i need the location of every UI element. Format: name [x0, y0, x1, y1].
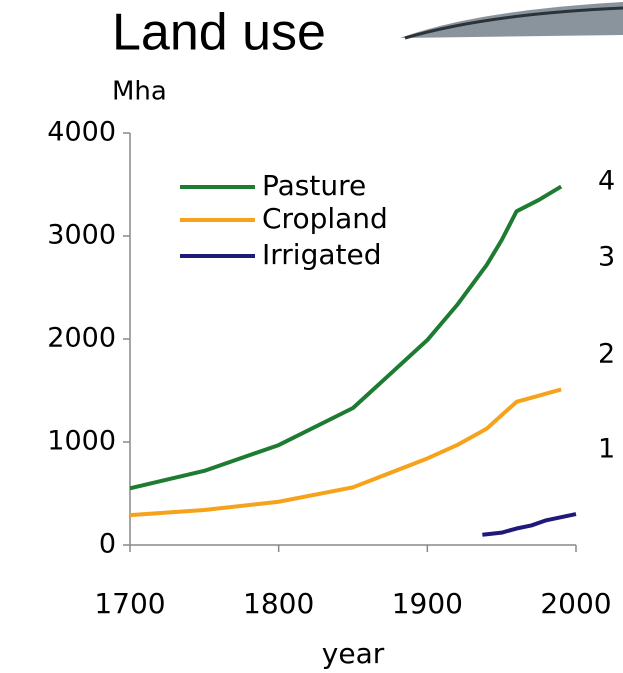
- y-tick-label: 1000: [47, 426, 116, 457]
- cropped-tick-label: 4: [598, 166, 615, 197]
- y-tick-label: 3000: [47, 220, 116, 251]
- y-tick-label: 0: [99, 529, 116, 560]
- line-series: [129, 387, 562, 518]
- cropped-photo: [400, 2, 623, 38]
- cropped-tick-label: 2: [598, 339, 615, 370]
- cropped-photo-edge: [404, 6, 623, 40]
- legend-label: Pasture: [262, 169, 366, 202]
- legend-label: Cropland: [262, 202, 388, 235]
- y-tick-label: 4000: [47, 117, 116, 148]
- x-tick-label: 1800: [243, 587, 314, 620]
- chart-title: Land use: [112, 4, 326, 62]
- y-tick-label: 2000: [47, 323, 116, 354]
- line-series: [482, 512, 577, 537]
- x-axis-label: year: [322, 637, 385, 670]
- cropped-tick-label: 3: [598, 242, 615, 273]
- legend-label: Irrigated: [262, 238, 381, 271]
- x-tick-label: 1900: [392, 587, 463, 620]
- line-series: [129, 184, 563, 491]
- x-tick-label: 2000: [540, 587, 611, 620]
- x-tick-label: 1700: [94, 587, 165, 620]
- y-axis-label: Mha: [112, 77, 167, 107]
- cropped-tick-label: 1: [598, 434, 615, 465]
